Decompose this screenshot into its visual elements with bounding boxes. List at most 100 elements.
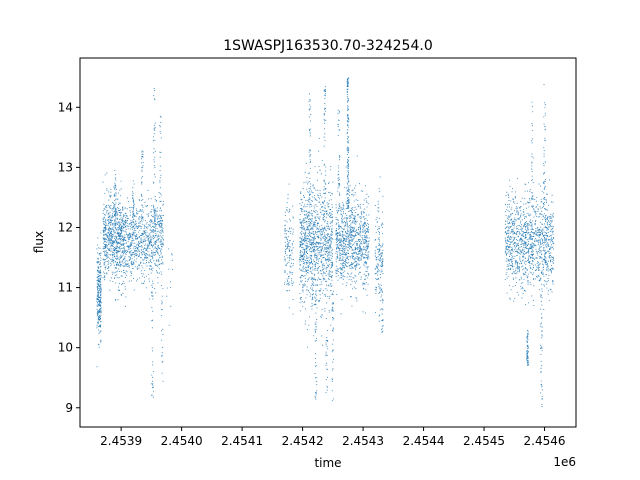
data-point: [147, 236, 149, 238]
data-point: [551, 214, 553, 216]
data-point: [152, 282, 154, 284]
data-point: [160, 210, 162, 212]
data-point: [134, 214, 136, 216]
data-point: [367, 230, 369, 232]
data-point: [504, 211, 506, 213]
data-point: [120, 195, 122, 197]
data-point: [96, 299, 98, 301]
data-point: [539, 241, 541, 243]
data-point: [537, 266, 539, 268]
data-point: [303, 256, 305, 258]
data-point: [286, 237, 288, 239]
data-point: [542, 259, 544, 261]
data-point: [350, 255, 352, 257]
data-point: [521, 250, 523, 252]
data-point: [124, 264, 126, 266]
data-point: [365, 214, 367, 216]
data-point: [115, 210, 117, 212]
data-point: [360, 232, 362, 234]
data-point: [313, 296, 316, 298]
data-point: [290, 272, 292, 274]
data-point: [131, 258, 133, 260]
data-point: [161, 241, 163, 243]
data-point: [110, 222, 112, 224]
data-point: [345, 166, 347, 168]
data-point: [323, 227, 325, 229]
data-point: [507, 245, 509, 247]
data-point: [137, 242, 139, 244]
data-point: [350, 223, 352, 225]
data-point: [366, 294, 368, 296]
data-point: [328, 275, 330, 277]
data-point: [354, 267, 356, 269]
data-point: [313, 261, 315, 263]
data-point: [159, 220, 161, 222]
data-point: [379, 300, 381, 302]
data-point: [317, 216, 319, 218]
data-point: [379, 232, 381, 234]
data-point: [160, 233, 162, 235]
data-point: [156, 271, 158, 273]
data-point: [365, 255, 367, 257]
data-point: [310, 235, 312, 237]
data-point: [318, 195, 320, 197]
data-point: [351, 208, 354, 210]
data-point: [545, 227, 547, 229]
data-point: [159, 250, 161, 252]
data-point: [110, 244, 113, 246]
data-point: [110, 246, 112, 248]
data-point: [128, 222, 130, 224]
data-point: [305, 211, 307, 213]
data-point: [535, 211, 537, 213]
data-point: [318, 196, 320, 199]
data-point: [529, 260, 531, 263]
data-point: [127, 200, 129, 203]
data-point: [98, 278, 100, 280]
data-point: [345, 257, 347, 259]
data-point: [521, 248, 523, 250]
data-point: [100, 309, 102, 312]
data-point: [300, 269, 302, 271]
data-point: [516, 266, 519, 268]
data-point: [317, 260, 320, 262]
data-point: [537, 229, 539, 231]
data-point: [112, 208, 114, 210]
data-point: [161, 236, 163, 238]
data-point: [116, 245, 118, 247]
data-point: [528, 223, 530, 225]
data-point: [348, 215, 350, 217]
data-point: [108, 236, 110, 238]
data-point: [146, 226, 148, 228]
data-point: [300, 191, 302, 193]
data-point: [359, 203, 361, 206]
data-point: [319, 226, 321, 228]
data-point: [381, 222, 383, 224]
data-point: [99, 288, 101, 290]
data-point: [361, 241, 363, 243]
data-point: [506, 292, 508, 294]
data-point: [314, 212, 316, 214]
data-point: [366, 219, 368, 222]
data-point: [367, 274, 370, 276]
data-point: [127, 197, 129, 199]
data-point: [360, 242, 362, 244]
data-point: [319, 265, 321, 267]
data-point: [357, 213, 359, 215]
data-point: [328, 272, 330, 274]
data-point: [522, 274, 524, 276]
data-point: [290, 232, 292, 234]
data-point: [357, 259, 359, 261]
data-point: [349, 229, 351, 231]
data-point: [134, 220, 137, 222]
data-point: [377, 263, 379, 265]
data-point: [354, 212, 356, 214]
data-point: [328, 235, 330, 237]
data-point: [123, 237, 125, 239]
data-point: [317, 222, 320, 224]
data-point: [327, 204, 329, 206]
data-point: [328, 192, 330, 194]
data-point: [110, 259, 112, 261]
data-point: [340, 263, 342, 265]
data-point: [519, 222, 521, 224]
data-point: [344, 276, 346, 278]
